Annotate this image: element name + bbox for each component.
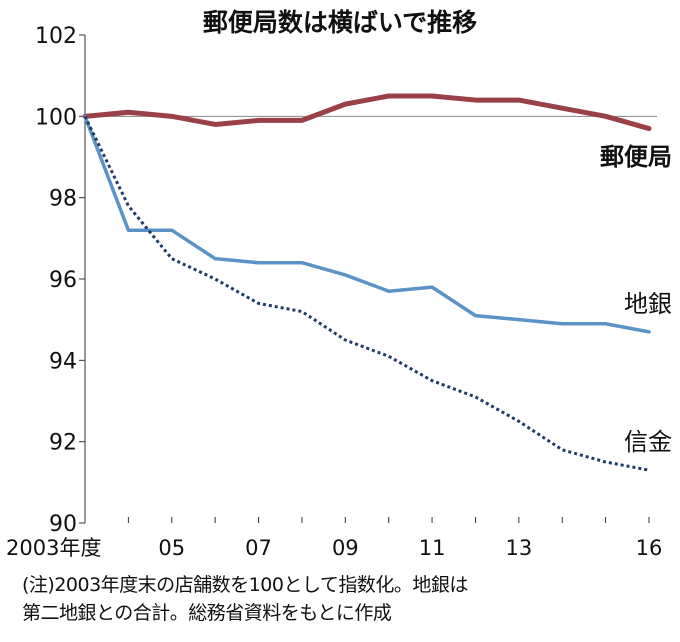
series-label: 郵便局 [600,143,672,171]
footnote-line-2: 第二地銀との合計。総務省資料をもとに作成 [22,602,392,624]
x-tick-label: 05 [158,536,185,560]
y-tick-label: 96 [49,268,77,293]
y-tick-label: 94 [49,349,77,374]
x-tick-label: 07 [245,536,272,560]
series-line-2 [83,115,650,472]
series-line-0 [82,93,652,132]
x-tick-label: 2003年度 [6,536,101,560]
x-tick-label: 13 [505,536,532,560]
y-tick-label: 90 [49,512,77,537]
y-tick-label: 98 [49,187,77,212]
y-tick-label: 102 [35,24,77,49]
x-tick-label: 16 [636,536,663,560]
y-tick-label: 100 [35,105,77,130]
series-label: 地銀 [624,290,672,318]
y-tick-label: 92 [49,431,77,456]
footnote-line-1: (注)2003年度末の店舗数を100として指数化。地銀は [22,574,468,596]
chart-title: 郵便局数は横ばいで推移 [203,8,477,37]
x-tick-label: 11 [419,536,446,560]
series-label: 信金 [624,428,672,456]
x-tick-label: 09 [332,536,359,560]
series-line-1 [83,114,651,334]
